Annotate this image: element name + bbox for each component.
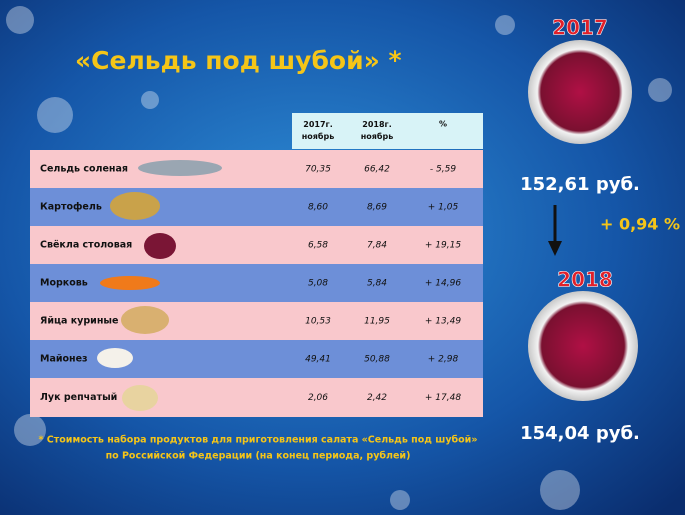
snowflakes: [6, 6, 672, 510]
product-name: Майонез: [40, 354, 88, 365]
product-name: Лук репчатый: [40, 392, 117, 403]
cell: 5,08: [308, 279, 328, 289]
column-header: 2017г. ноябрь: [302, 120, 335, 141]
cost: 152,61 руб.: [520, 174, 640, 195]
cell: + 2,98: [428, 355, 459, 365]
product-name: Свёкла столовая: [40, 240, 132, 251]
product-name: Картофель: [40, 202, 102, 213]
table: 2017г. ноябрь 2018г. ноябрь% Сельдь соленая 7…: [30, 120, 483, 417]
eggs-icon: [121, 306, 169, 334]
cell: 10,53: [305, 317, 331, 327]
cell: + 19,15: [425, 241, 461, 251]
cell: + 17,48: [425, 393, 461, 403]
row-bg: [30, 302, 483, 340]
table-row: Картофель 8,60 8,69 + 1,05: [30, 188, 483, 226]
product-name: Морковь: [40, 278, 88, 289]
cell: 8,69: [367, 203, 387, 213]
salad-bowl: [528, 40, 632, 144]
potato-icon: [110, 192, 160, 220]
cell: 66,42: [364, 165, 390, 175]
cell: 8,60: [308, 203, 328, 213]
cell: 50,88: [364, 355, 390, 365]
cell: 2,06: [308, 393, 328, 403]
mayo-icon: [97, 348, 133, 368]
header-bg: [292, 113, 483, 149]
row-bg: [30, 188, 483, 226]
table-row: Свёкла столовая 6,58 7,84 + 19,15: [30, 226, 483, 264]
column-header: %: [439, 120, 447, 129]
carrot-icon: [100, 276, 160, 290]
cell: 70,35: [305, 165, 331, 175]
cell: 49,41: [305, 355, 331, 365]
table-row: Сельдь соленая 70,35 66,42 - 5,59: [30, 150, 483, 188]
row-bg: [30, 264, 483, 302]
cell: 5,84: [367, 279, 387, 289]
cell: + 13,49: [425, 317, 461, 327]
row-bg: [30, 226, 483, 264]
footnote: по Российской Федерации (на конец период…: [106, 451, 411, 462]
cell: + 14,96: [425, 279, 461, 289]
row-bg: [30, 150, 483, 188]
cost: 154,04 руб.: [520, 423, 640, 444]
table-row: Яйца куриные 10,53 11,95 + 13,49: [30, 302, 483, 340]
cell: - 5,59: [430, 165, 456, 175]
cell: 2,42: [367, 393, 387, 403]
cell: 7,84: [367, 241, 387, 251]
table-row: Лук репчатый 2,06 2,42 + 17,48: [30, 378, 483, 417]
table-row: Морковь 5,08 5,84 + 14,96: [30, 264, 483, 302]
column-header: 2018г. ноябрь: [361, 120, 394, 141]
arrow: [548, 205, 562, 256]
onion-icon: [122, 385, 158, 411]
footnote: * Стоимость набора продуктов для пригото…: [39, 435, 478, 446]
fish-icon: [138, 160, 222, 176]
cell: 6,58: [308, 241, 328, 251]
title: «Сельдь под шубой» *: [75, 46, 402, 75]
cell: 11,95: [364, 317, 390, 327]
salad-bowl: [528, 291, 638, 401]
cell: + 1,05: [428, 203, 459, 213]
product-name: Сельдь соленая: [40, 164, 128, 175]
row-bg: [30, 378, 483, 417]
change: + 0,94 %: [600, 215, 680, 234]
year: 2017: [552, 16, 608, 40]
table-row: Майонез 49,41 50,88 + 2,98: [30, 340, 483, 378]
year: 2018: [557, 268, 613, 292]
product-name: Яйца куриные: [40, 316, 118, 327]
beet-icon: [144, 233, 176, 259]
